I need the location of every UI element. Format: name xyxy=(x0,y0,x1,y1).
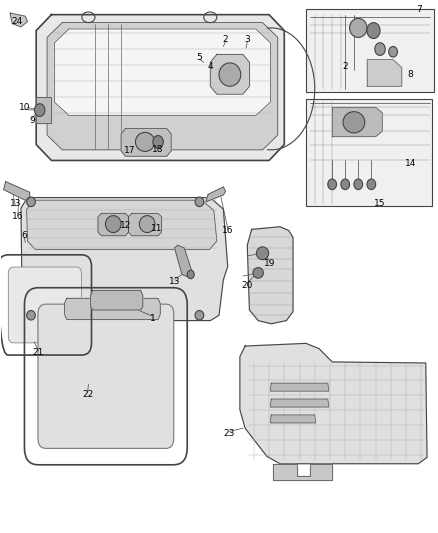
Ellipse shape xyxy=(253,268,263,278)
Polygon shape xyxy=(4,182,30,200)
Ellipse shape xyxy=(256,247,268,260)
Polygon shape xyxy=(175,245,192,277)
Ellipse shape xyxy=(375,43,385,55)
Polygon shape xyxy=(27,200,217,249)
Text: 22: 22 xyxy=(82,390,93,399)
Polygon shape xyxy=(64,298,160,319)
Text: 16: 16 xyxy=(12,212,24,221)
Ellipse shape xyxy=(187,270,194,279)
Ellipse shape xyxy=(328,179,336,190)
Polygon shape xyxy=(121,128,171,156)
Text: 16: 16 xyxy=(222,226,233,235)
Polygon shape xyxy=(91,290,143,310)
FancyBboxPatch shape xyxy=(38,304,174,448)
Polygon shape xyxy=(367,60,402,86)
Polygon shape xyxy=(54,29,270,115)
Text: 12: 12 xyxy=(120,221,131,230)
Text: 23: 23 xyxy=(224,429,235,438)
Text: 1: 1 xyxy=(150,314,156,323)
Text: 6: 6 xyxy=(21,231,27,240)
Ellipse shape xyxy=(341,179,350,190)
Polygon shape xyxy=(36,97,51,123)
Polygon shape xyxy=(210,54,250,94)
Ellipse shape xyxy=(367,179,376,190)
Ellipse shape xyxy=(219,63,241,86)
Text: 3: 3 xyxy=(244,35,250,44)
Ellipse shape xyxy=(354,179,363,190)
Text: 9: 9 xyxy=(29,116,35,125)
Text: 8: 8 xyxy=(408,70,413,79)
Ellipse shape xyxy=(343,112,365,133)
Bar xyxy=(306,100,432,206)
Polygon shape xyxy=(128,214,162,236)
Text: 24: 24 xyxy=(11,17,22,26)
Ellipse shape xyxy=(106,216,121,232)
Ellipse shape xyxy=(27,197,35,207)
Text: 7: 7 xyxy=(417,5,422,14)
Polygon shape xyxy=(240,343,427,464)
Polygon shape xyxy=(270,399,328,407)
Polygon shape xyxy=(36,14,284,160)
Text: 2: 2 xyxy=(343,62,348,70)
Ellipse shape xyxy=(195,311,204,320)
Text: 5: 5 xyxy=(197,53,202,62)
Ellipse shape xyxy=(35,104,45,116)
Ellipse shape xyxy=(389,46,397,57)
Polygon shape xyxy=(47,22,278,150)
Polygon shape xyxy=(21,198,228,320)
Text: 15: 15 xyxy=(374,199,386,208)
Text: 20: 20 xyxy=(242,280,253,289)
Polygon shape xyxy=(273,464,332,480)
Text: 19: 19 xyxy=(264,260,276,268)
Polygon shape xyxy=(332,108,382,136)
Text: 13: 13 xyxy=(169,277,180,286)
Text: 11: 11 xyxy=(152,224,163,233)
Text: 10: 10 xyxy=(19,103,30,112)
Text: 13: 13 xyxy=(10,199,21,208)
Ellipse shape xyxy=(135,132,155,151)
Polygon shape xyxy=(270,383,328,391)
Ellipse shape xyxy=(195,197,204,207)
FancyBboxPatch shape xyxy=(8,267,81,343)
Ellipse shape xyxy=(367,22,380,38)
Text: 2: 2 xyxy=(223,35,228,44)
Polygon shape xyxy=(270,415,316,423)
Text: 4: 4 xyxy=(208,62,213,70)
Polygon shape xyxy=(247,227,293,324)
Ellipse shape xyxy=(27,311,35,320)
Polygon shape xyxy=(206,187,226,202)
Polygon shape xyxy=(98,214,128,236)
Bar xyxy=(306,10,434,92)
Ellipse shape xyxy=(350,18,367,37)
Text: 14: 14 xyxy=(405,159,416,167)
Ellipse shape xyxy=(153,135,163,148)
Text: 18: 18 xyxy=(152,146,164,155)
Ellipse shape xyxy=(139,216,155,232)
Text: 21: 21 xyxy=(33,348,44,357)
Polygon shape xyxy=(10,13,28,27)
Text: 17: 17 xyxy=(124,147,135,156)
